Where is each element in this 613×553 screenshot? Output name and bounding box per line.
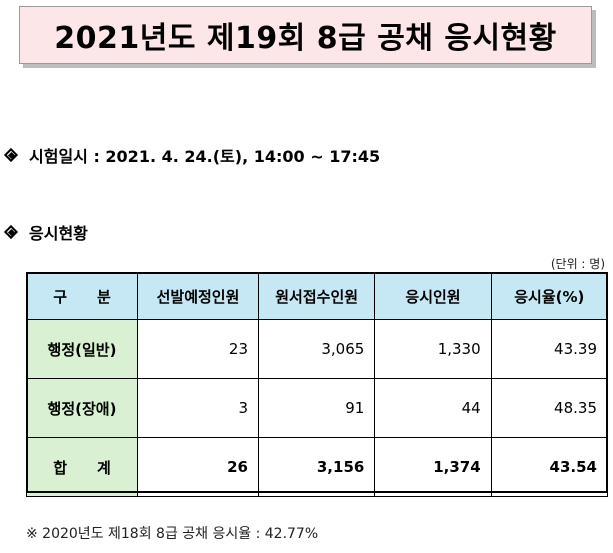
header-examinees: 응시인원 [374,272,492,320]
unit-label: (단위 : 명) [550,257,605,271]
total-rate: 43.54 [490,437,609,497]
row-label: 행정(일반) [26,319,138,379]
exam-date-line: 시험일시 : 2021. 4. 24.(토), 14:00 ~ 17:45 [4,143,380,167]
footnote: ※ 2020년도 제18회 8급 공채 응시율 : 42.77% [26,526,319,542]
total-planned: 26 [137,437,259,497]
table-row: 행정(장애) 3 91 44 48.35 [26,378,609,438]
table-row: 행정(일반) 23 3,065 1,330 43.39 [26,319,609,379]
cell-rate: 48.35 [490,378,609,438]
page-title: 2021년도 제19회 8급 공채 응시현황 [54,21,557,56]
header-category: 구 분 [26,272,138,320]
header-planned: 선발예정인원 [137,272,259,320]
cell-planned: 23 [137,319,259,379]
cell-examinees: 1,330 [374,319,492,379]
header-rate: 응시율(%) [490,272,609,320]
applicant-status-table: 구 분 선발예정인원 원서접수인원 응시인원 응시율(%) 행정(일반) 23 … [26,272,609,497]
title-banner: 2021년도 제19회 8급 공채 응시현황 [19,6,592,64]
cell-applications: 91 [257,378,376,438]
cell-applications: 3,065 [257,319,376,379]
cell-planned: 3 [137,378,259,438]
total-examinees: 1,374 [374,437,492,497]
diamond-bullet-icon [4,148,19,163]
table-header-row: 구 분 선발예정인원 원서접수인원 응시인원 응시율(%) [26,272,609,320]
total-label: 합 계 [26,437,138,497]
header-applications: 원서접수인원 [257,272,376,320]
row-label: 행정(장애) [26,378,138,438]
section-heading: 응시현황 [29,224,88,243]
exam-date-text: 시험일시 : 2021. 4. 24.(토), 14:00 ~ 17:45 [29,147,381,166]
total-applications: 3,156 [257,437,376,497]
cell-examinees: 44 [374,378,492,438]
diamond-bullet-icon [4,225,19,240]
section-heading-line: 응시현황 [4,220,88,244]
total-row: 합 계 26 3,156 1,374 43.54 [26,437,609,497]
cell-rate: 43.39 [490,319,609,379]
